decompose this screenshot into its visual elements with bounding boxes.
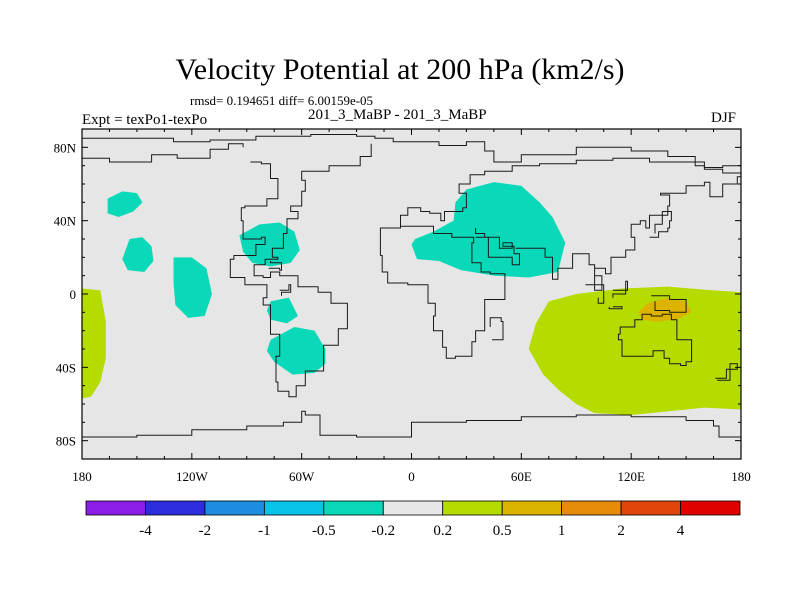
coastline-13 — [651, 295, 687, 313]
region-positive-anomaly-near-dateline-west-edge — [82, 288, 106, 399]
colorbar-label: 4 — [677, 523, 685, 539]
colorbar-swatch — [323, 500, 384, 516]
y-tick-label: 80N — [54, 140, 77, 155]
colorbar: -4 -2 -1 -0.5 -0.2 0.2 0.5 1 2 4 — [85, 500, 741, 539]
coastline-2 — [229, 143, 372, 398]
coastline-4 — [279, 284, 292, 296]
y-tick-label: 40N — [54, 214, 77, 229]
colorbar-label: -4 — [139, 523, 152, 539]
coastline-6 — [379, 225, 506, 359]
x-tick-label: 60E — [511, 469, 532, 484]
coastline-15 — [649, 211, 672, 238]
y-tick-label: 40S — [56, 360, 76, 375]
anomaly-regions — [82, 182, 741, 415]
x-tick-label: 120W — [176, 469, 209, 484]
colorbar-swatch — [561, 500, 622, 516]
colorbar-label: 0.5 — [493, 523, 512, 539]
experiment-label: Expt = texPo1-texPo — [82, 112, 208, 128]
coastline-16 — [715, 363, 738, 381]
coastline-14 — [617, 313, 693, 366]
region-negative-anomaly-over-south-atlantic — [266, 327, 326, 375]
colorbar-swatch — [204, 500, 265, 516]
colorbar-swatch — [145, 500, 206, 516]
coastline-3 — [268, 261, 282, 271]
region-negative-anomaly-over-tropical-south-america — [266, 297, 299, 324]
coastlines — [82, 134, 741, 438]
coastline-12 — [612, 280, 628, 298]
colorbar-swatch — [85, 500, 146, 516]
colorbar-swatch — [680, 500, 741, 516]
y-tick-label: 80S — [56, 434, 76, 449]
coastline-7 — [475, 228, 520, 266]
x-tick-label: 180 — [731, 469, 751, 484]
coastline-0 — [82, 134, 741, 174]
colorbar-swatch — [263, 500, 325, 516]
colorbar-label: -0.5 — [312, 523, 336, 539]
coastline-1 — [82, 143, 244, 163]
colorbar-label: 1 — [558, 523, 566, 539]
coastline-11 — [608, 306, 623, 310]
region-positive-anomaly-over-tropical-indian-ocean-and-pacific — [528, 286, 741, 415]
y-axis: 80N 40N 0 40S 80S — [54, 140, 741, 449]
x-tick-label: 60W — [289, 469, 315, 484]
region-negative-anomaly-over-eastern-pacific — [173, 257, 212, 318]
coastline-5 — [395, 157, 741, 229]
colorbar-label: -1 — [258, 523, 271, 539]
coastline-8 — [515, 174, 741, 291]
region-negative-anomaly-over-north-pacific — [107, 191, 143, 217]
runs-label: 201_3_MaBP - 201_3_MaBP — [308, 107, 487, 123]
colorbar-swatch — [382, 500, 444, 516]
x-tick-label: 0 — [408, 469, 415, 484]
x-tick-label: 120E — [617, 469, 645, 484]
x-tick-label: 180 — [72, 469, 92, 484]
x-axis: 180 120W 60W 0 60E 120E 180 — [72, 129, 751, 484]
region-negative-anomaly-over-eurasia — [411, 182, 566, 278]
colorbar-label: 2 — [617, 523, 625, 539]
colorbar-swatch — [442, 500, 503, 516]
coastline-17 — [82, 410, 741, 438]
colorbar-label: 0.2 — [433, 523, 452, 539]
colorbar-label: -0.2 — [371, 523, 395, 539]
rmsd-diff-stats: rmsd= 0.194651 diff= 6.00159e-05 — [190, 93, 374, 108]
coastline-10 — [585, 284, 605, 304]
season-label: DJF — [711, 110, 737, 126]
colorbar-swatch — [501, 500, 563, 516]
y-tick-label: 0 — [70, 287, 77, 302]
colorbar-swatch — [620, 500, 681, 516]
colorbar-label: -2 — [199, 523, 212, 539]
chart-title: Velocity Potential at 200 hPa (km2/s) — [175, 53, 625, 86]
coastline-9 — [489, 317, 504, 341]
region-negative-anomaly-over-central-pacific — [122, 237, 154, 272]
